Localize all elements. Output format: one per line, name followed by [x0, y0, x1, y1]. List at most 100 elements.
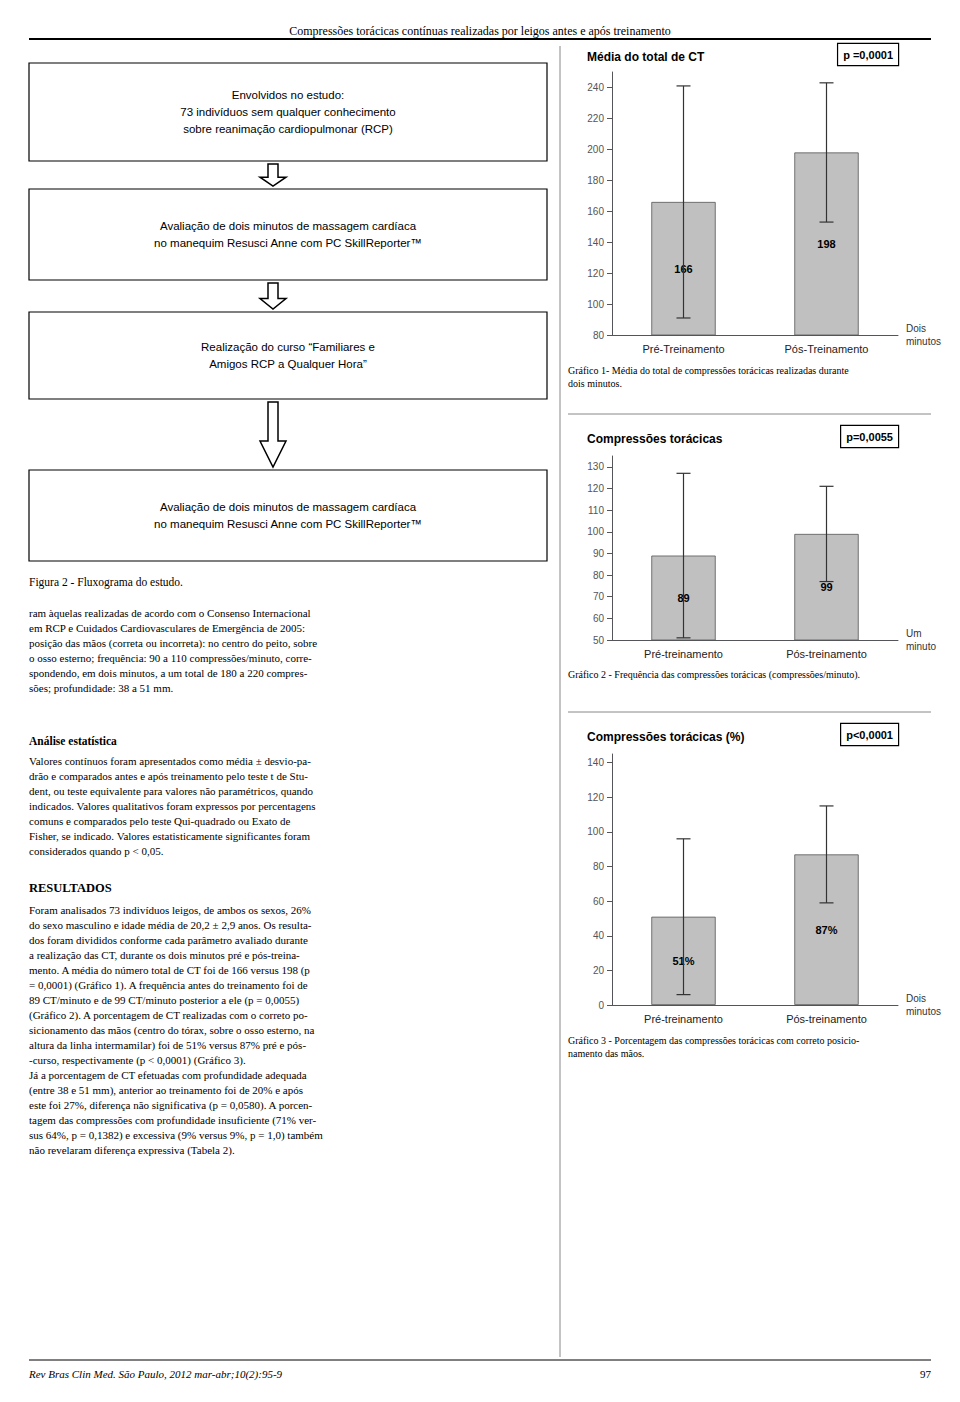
svg-text:namento das mãos.: namento das mãos.: [568, 1048, 644, 1059]
svg-text:Avaliação de dois minutos de m: Avaliação de dois minutos de massagem ca…: [160, 220, 417, 232]
svg-text:a realização das CT, durante o: a realização das CT, durante os dois min…: [29, 949, 300, 961]
svg-text:sus 64%, p = 0,1382) e excessi: sus 64%, p = 0,1382) e excessiva (9% ver…: [29, 1129, 323, 1142]
svg-text:dos foram divididos conforme c: dos foram divididos conforme cada parâme…: [29, 934, 308, 946]
svg-text:89 CT/minuto e de 99 CT/minuto: 89 CT/minuto e de 99 CT/minuto posterior…: [29, 994, 299, 1007]
svg-text:no manequim Resusci Anne com P: no manequim Resusci Anne com PC SkillRep…: [154, 518, 422, 530]
svg-text:sobre reanimação cardiopulmona: sobre reanimação cardiopulmonar (RCP): [183, 123, 393, 135]
svg-text:este foi 27%, diferença não si: este foi 27%, diferença não significativ…: [29, 1099, 313, 1112]
svg-text:RESULTADOS: RESULTADOS: [29, 881, 112, 895]
svg-text:Gráfico 3 - Porcentagem das co: Gráfico 3 - Porcentagem das compressões …: [568, 1035, 859, 1046]
svg-text:100: 100: [587, 299, 604, 310]
svg-text:0: 0: [598, 1000, 604, 1011]
svg-text:Dois: Dois: [906, 323, 926, 334]
svg-text:140: 140: [587, 237, 604, 248]
svg-text:120: 120: [587, 483, 604, 494]
svg-text:Amigos RCP a Qualquer Hora”: Amigos RCP a Qualquer Hora”: [209, 358, 367, 370]
svg-text:73 indivíduos sem qualquer con: 73 indivíduos sem qualquer conhecimento: [180, 106, 395, 118]
svg-text:Fisher, se indicado. Valores e: Fisher, se indicado. Valores estatistica…: [29, 830, 310, 842]
svg-text:20: 20: [593, 965, 605, 976]
svg-text:minuto: minuto: [906, 641, 936, 652]
svg-text:mento. A média do número total: mento. A média do número total de CT foi…: [29, 964, 310, 977]
svg-text:51%: 51%: [672, 954, 695, 967]
svg-text:110: 110: [588, 505, 604, 516]
svg-text:do sexo masculino e idade médi: do sexo masculino e idade média de 20,2 …: [29, 919, 312, 931]
svg-text:90: 90: [593, 548, 605, 559]
svg-text:Um: Um: [906, 628, 922, 639]
svg-text:no manequim Resusci Anne com P: no manequim Resusci Anne com PC SkillRep…: [154, 237, 422, 249]
svg-text:Foram analisados 73 indivíduos: Foram analisados 73 indivíduos leigos, d…: [29, 904, 311, 916]
svg-text:Realização do curso “Familiare: Realização do curso “Familiares e: [201, 341, 375, 353]
svg-text:Valores contínuos foram aprese: Valores contínuos foram apresentados com…: [29, 755, 311, 767]
svg-text:posição das mãos (correta ou i: posição das mãos (correta ou incorreta):…: [29, 637, 317, 650]
svg-text:minutos: minutos: [906, 336, 941, 347]
svg-text:Pré-treinamento: Pré-treinamento: [644, 1013, 723, 1025]
svg-text:100: 100: [587, 526, 604, 537]
svg-text:indicados. Valores qualitativo: indicados. Valores qualitativos foram ex…: [29, 800, 316, 812]
svg-text:Dois: Dois: [906, 993, 926, 1004]
svg-text:120: 120: [587, 268, 604, 279]
svg-text:não revelaram diferença expres: não revelaram diferença expressiva (Tabe…: [29, 1144, 235, 1157]
svg-text:50: 50: [593, 635, 605, 646]
svg-text:Compressões torácicas: Compressões torácicas: [587, 432, 723, 446]
svg-text:Gráfico 2 - Frequência das com: Gráfico 2 - Frequência das compressões t…: [568, 669, 860, 681]
svg-text:Já a porcentagem de CT efetuad: Já a porcentagem de CT efetuadas com pro…: [29, 1069, 307, 1081]
svg-text:99: 99: [820, 581, 832, 593]
svg-text:= 0,0001) (Gráfico 1). A frequ: = 0,0001) (Gráfico 1). A frequência ante…: [29, 979, 308, 992]
svg-text:(Gráfico 2). A porcentagem de: (Gráfico 2). A porcentagem de CT realiza…: [29, 1009, 308, 1022]
svg-text:240: 240: [587, 82, 604, 93]
svg-text:Pré-Treinamento: Pré-Treinamento: [642, 343, 724, 355]
svg-text:-curso, respectivamente (p < 0: -curso, respectivamente (p < 0,0001) (Gr…: [29, 1054, 246, 1067]
svg-text:Pré-treinamento: Pré-treinamento: [644, 648, 723, 660]
svg-text:160: 160: [587, 206, 604, 217]
svg-text:60: 60: [593, 613, 605, 624]
svg-text:97: 97: [920, 1368, 932, 1380]
svg-text:altura da linha intermamilar): altura da linha intermamilar) foi de 51%…: [29, 1039, 306, 1052]
svg-text:180: 180: [587, 175, 604, 186]
svg-text:o osso esterno; frequência: 90: o osso esterno; frequência: 90 a 110 com…: [29, 652, 312, 664]
svg-text:p =0,0001: p =0,0001: [843, 49, 893, 61]
svg-text:spondendo, em dois minutos, a: spondendo, em dois minutos, a um total d…: [29, 667, 308, 679]
svg-text:200: 200: [587, 144, 604, 155]
svg-text:Análise estatística: Análise estatística: [29, 735, 117, 747]
svg-text:Avaliação de dois minutos de m: Avaliação de dois minutos de massagem ca…: [160, 501, 417, 513]
svg-text:em RCP e Cuidados Cardiovascul: em RCP e Cuidados Cardiovasculares de Em…: [29, 622, 305, 634]
svg-text:120: 120: [587, 792, 604, 803]
svg-text:130: 130: [587, 461, 604, 472]
svg-text:Compressões torácicas contínua: Compressões torácicas contínuas realizad…: [289, 24, 671, 38]
svg-text:Gráfico 1- Média do total de c: Gráfico 1- Média do total de compressões…: [568, 365, 849, 376]
svg-text:comuns e comparados pelo teste: comuns e comparados pelo teste Qui-quadr…: [29, 815, 291, 827]
svg-text:80: 80: [593, 330, 605, 341]
svg-text:87%: 87%: [815, 924, 837, 936]
svg-text:dent, ou teste equivalente par: dent, ou teste equivalente para valores …: [29, 785, 314, 797]
svg-text:220: 220: [587, 113, 604, 124]
svg-text:40: 40: [593, 930, 605, 941]
svg-text:80: 80: [593, 861, 605, 872]
svg-text:89: 89: [677, 592, 690, 604]
svg-text:80: 80: [593, 570, 605, 581]
svg-text:Média do total de CT: Média do total de CT: [587, 50, 705, 64]
svg-text:p=0,0055: p=0,0055: [846, 431, 893, 443]
svg-text:p<0,0001: p<0,0001: [846, 729, 893, 741]
svg-text:(entre 38 e 51 mm), anterior a: (entre 38 e 51 mm), anterior ao treiname…: [29, 1084, 303, 1097]
svg-text:Pós-Treinamento: Pós-Treinamento: [785, 343, 869, 355]
svg-text:sicionamento das mãos (centro: sicionamento das mãos (centro do tórax, …: [29, 1024, 314, 1037]
svg-text:Compressões torácicas (%): Compressões torácicas (%): [587, 730, 744, 744]
svg-text:minutos: minutos: [906, 1006, 941, 1017]
svg-text:Rev Bras Clin Med. São Paulo,: Rev Bras Clin Med. São Paulo, 2012 mar-a…: [28, 1368, 283, 1381]
svg-text:Pós-treinamento: Pós-treinamento: [786, 1013, 867, 1025]
svg-text:100: 100: [587, 826, 604, 837]
svg-text:Figura 2 - Fluxograma do estud: Figura 2 - Fluxograma do estudo.: [29, 576, 183, 589]
svg-text:Pós-treinamento: Pós-treinamento: [786, 648, 867, 660]
svg-text:sões; profundidade: 38 a 51 mm: sões; profundidade: 38 a 51 mm.: [29, 682, 173, 694]
svg-text:Envolvidos no estudo:: Envolvidos no estudo:: [232, 89, 345, 101]
svg-text:considerados quando p < 0,05.: considerados quando p < 0,05.: [29, 845, 164, 857]
svg-text:ram àquelas realizadas de acor: ram àquelas realizadas de acordo com o C…: [29, 607, 311, 619]
svg-text:tagem das compressões com prof: tagem das compressões com profundidade i…: [29, 1114, 317, 1127]
svg-text:198: 198: [817, 238, 835, 250]
svg-text:60: 60: [593, 896, 605, 907]
svg-text:dois minutos.: dois minutos.: [568, 378, 622, 389]
svg-text:166: 166: [674, 262, 693, 275]
svg-text:70: 70: [593, 591, 605, 602]
svg-text:drão e comparados antes e após: drão e comparados antes e após treinamen…: [29, 770, 308, 782]
svg-text:140: 140: [587, 757, 604, 768]
